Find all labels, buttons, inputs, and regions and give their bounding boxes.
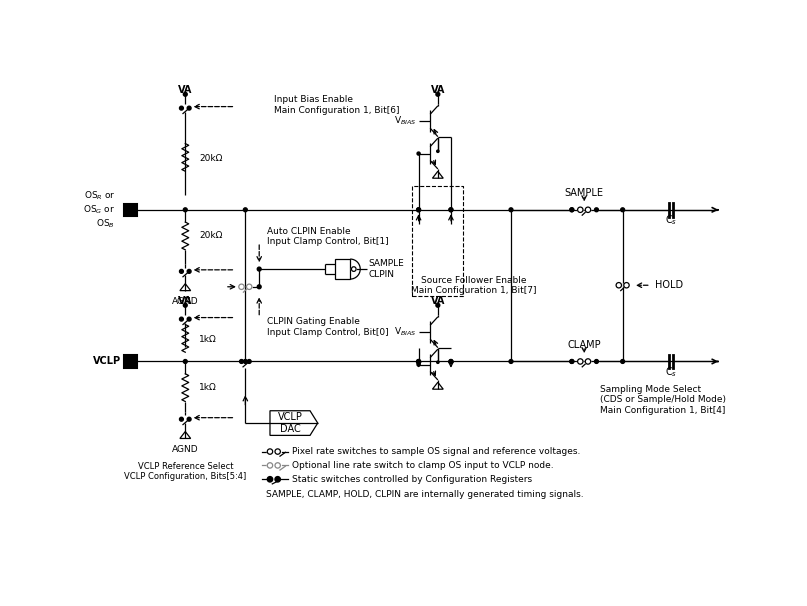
Text: SAMPLE: SAMPLE — [368, 259, 404, 268]
Circle shape — [595, 208, 598, 211]
Circle shape — [244, 359, 247, 364]
Text: CLAMP: CLAMP — [567, 339, 601, 350]
Circle shape — [578, 359, 583, 364]
Circle shape — [267, 476, 273, 482]
Circle shape — [416, 208, 420, 211]
Circle shape — [417, 363, 420, 366]
Text: 20kΩ: 20kΩ — [199, 154, 223, 162]
Bar — [124, 355, 136, 368]
Circle shape — [267, 449, 273, 454]
Text: CLPIN Gating Enable
Input Clamp Control, Bit[0]: CLPIN Gating Enable Input Clamp Control,… — [267, 317, 388, 336]
Circle shape — [187, 418, 191, 421]
Text: VCLP: VCLP — [94, 356, 121, 367]
Text: AGND: AGND — [172, 297, 199, 306]
Text: VA: VA — [178, 85, 193, 95]
Text: C$_s$: C$_s$ — [665, 214, 677, 227]
Circle shape — [616, 282, 621, 288]
Circle shape — [437, 361, 439, 364]
Text: Static switches controlled by Configuration Registers: Static switches controlled by Configurat… — [291, 474, 532, 484]
Circle shape — [257, 285, 261, 288]
Text: V$_{BIAS}$: V$_{BIAS}$ — [395, 326, 417, 339]
Circle shape — [179, 106, 183, 110]
Text: V$_{BIAS}$: V$_{BIAS}$ — [395, 115, 417, 127]
Circle shape — [239, 284, 245, 290]
Circle shape — [187, 270, 191, 273]
Circle shape — [416, 359, 420, 364]
Circle shape — [449, 359, 453, 364]
Circle shape — [436, 92, 440, 96]
Circle shape — [351, 267, 356, 271]
Circle shape — [570, 359, 574, 364]
Text: Pixel rate switches to sample OS signal and reference voltages.: Pixel rate switches to sample OS signal … — [291, 447, 580, 456]
Circle shape — [509, 359, 513, 364]
Circle shape — [275, 463, 280, 468]
Circle shape — [417, 152, 420, 155]
Text: VCLP
DAC: VCLP DAC — [278, 412, 303, 434]
Text: VA: VA — [431, 296, 445, 307]
Circle shape — [179, 270, 183, 273]
Circle shape — [621, 359, 625, 364]
Bar — [124, 204, 136, 216]
Circle shape — [570, 208, 574, 211]
Circle shape — [570, 208, 574, 211]
Text: CLPIN: CLPIN — [368, 270, 395, 279]
Circle shape — [187, 106, 191, 110]
Text: Sampling Mode Select
(CDS or Sample/Hold Mode)
Main Configuration 1, Bit[4]: Sampling Mode Select (CDS or Sample/Hold… — [600, 385, 725, 415]
Circle shape — [179, 317, 183, 321]
Text: AGND: AGND — [172, 445, 199, 454]
Circle shape — [246, 284, 252, 290]
Text: VA: VA — [178, 296, 193, 305]
Text: 1kΩ: 1kΩ — [199, 335, 217, 344]
Circle shape — [449, 208, 453, 211]
Text: C$_s$: C$_s$ — [665, 365, 677, 379]
Circle shape — [416, 359, 420, 364]
Text: Input Bias Enable
Main Configuration 1, Bit[6]: Input Bias Enable Main Configuration 1, … — [274, 95, 399, 115]
Circle shape — [183, 304, 187, 307]
Circle shape — [257, 267, 261, 271]
Text: 1kΩ: 1kΩ — [199, 383, 217, 392]
Circle shape — [449, 359, 453, 364]
Circle shape — [509, 208, 513, 211]
Circle shape — [570, 359, 574, 364]
Text: SAMPLE, CLAMP, HOLD, CLPIN are internally generated timing signals.: SAMPLE, CLAMP, HOLD, CLPIN are internall… — [266, 490, 583, 499]
Circle shape — [416, 208, 420, 211]
Circle shape — [437, 150, 439, 153]
Text: OS$_R$ or
OS$_G$ or
OS$_B$: OS$_R$ or OS$_G$ or OS$_B$ — [83, 189, 115, 230]
Circle shape — [585, 359, 591, 364]
Text: 20kΩ: 20kΩ — [199, 231, 223, 241]
Text: HOLD: HOLD — [655, 280, 683, 290]
Circle shape — [244, 208, 247, 211]
Bar — [336, 259, 350, 279]
Text: VCLP Reference Select
VCLP Configuration, Bits[5:4]: VCLP Reference Select VCLP Configuration… — [124, 462, 246, 481]
Circle shape — [595, 359, 598, 364]
Circle shape — [183, 92, 187, 96]
Circle shape — [183, 359, 187, 364]
Text: Source Follower Enable
Main Configuration 1, Bit[7]: Source Follower Enable Main Configuratio… — [412, 276, 537, 295]
Circle shape — [275, 476, 280, 482]
Circle shape — [240, 359, 244, 364]
Circle shape — [247, 359, 251, 364]
Text: Optional line rate switch to clamp OS input to VCLP node.: Optional line rate switch to clamp OS in… — [291, 461, 553, 470]
Circle shape — [267, 463, 273, 468]
Circle shape — [183, 208, 187, 211]
Circle shape — [275, 449, 280, 454]
Circle shape — [187, 317, 191, 321]
Text: VA: VA — [431, 85, 445, 95]
Text: SAMPLE: SAMPLE — [565, 188, 604, 198]
Circle shape — [624, 282, 629, 288]
Circle shape — [585, 207, 591, 213]
Circle shape — [578, 207, 583, 213]
Circle shape — [436, 304, 440, 307]
Text: Auto CLPIN Enable
Input Clamp Control, Bit[1]: Auto CLPIN Enable Input Clamp Control, B… — [267, 227, 388, 247]
Circle shape — [449, 208, 453, 211]
Circle shape — [179, 418, 183, 421]
Circle shape — [621, 208, 625, 211]
